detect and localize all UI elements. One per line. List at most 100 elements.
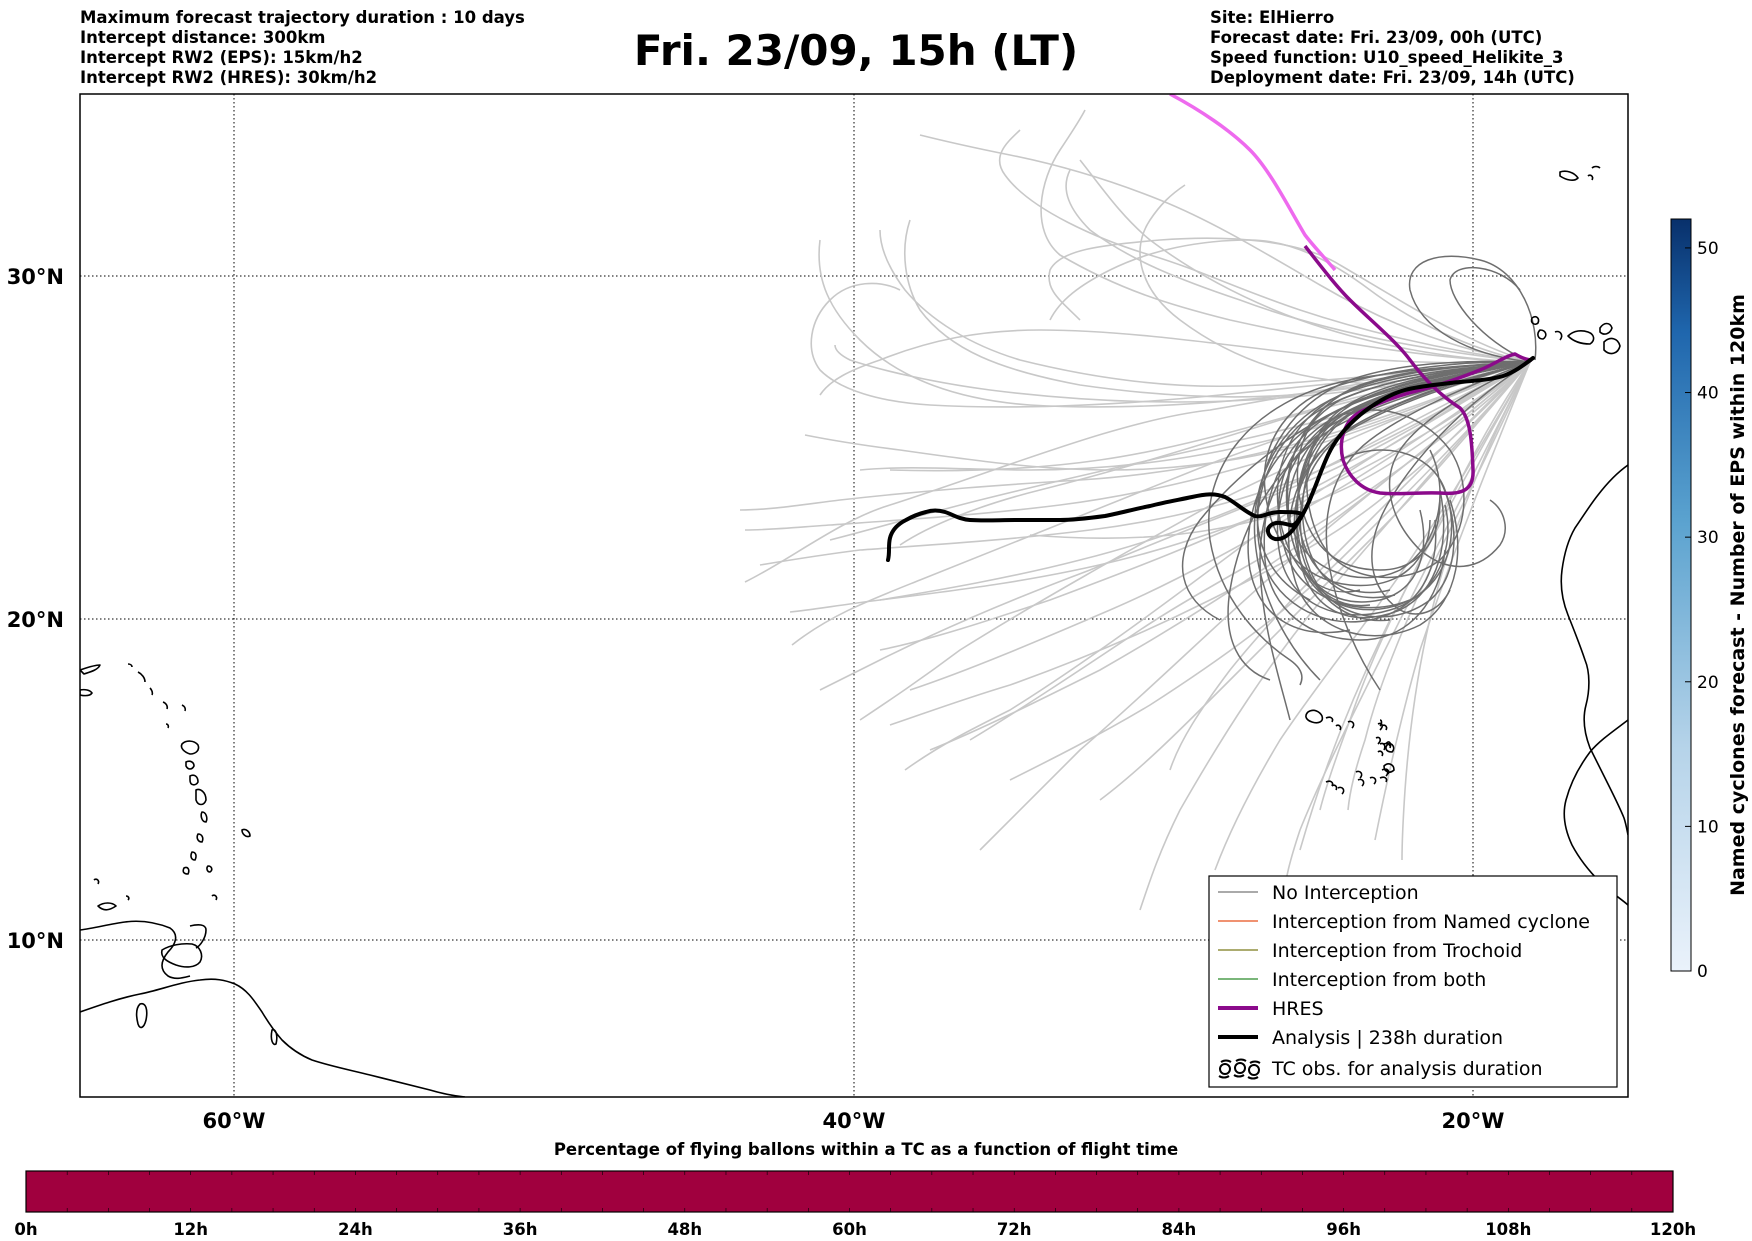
eps-track [1263,361,1531,587]
island-coast [190,851,197,861]
canary-island-coast [1554,330,1563,341]
canary-island-coast [1530,316,1540,325]
cape-verde-coast [1379,742,1386,751]
eps-track [1374,361,1531,841]
header-right-line: Forecast date: Fri. 23/09, 00h (UTC) [1210,28,1543,47]
legend-box [1208,875,1618,1088]
cape-verde-coast [1385,741,1392,749]
hres-trajectory [1303,244,1533,496]
header-right-line: Site: ElHierro [1210,8,1335,27]
cape-verde-coast [1357,778,1365,787]
canary-island-coast [1567,330,1595,345]
eps-track [1048,237,1531,363]
eps-track [789,361,1531,613]
eps-track [1256,361,1531,623]
gulf-paria-coast [189,924,207,949]
colorbar-bottom-tick-label: 72h [997,1220,1032,1239]
legend-entry: Analysis | 238h duration [1218,1027,1503,1049]
island-coast [181,704,187,712]
header-left-line: Intercept RW2 (EPS): 15km/h2 [80,48,363,67]
legend-entry: HRES [1218,998,1324,1020]
coastlines [80,165,1628,1097]
island-coast [195,788,207,806]
legend-label: Interception from Named cyclone [1272,911,1590,933]
colorbar-bottom-tick-label: 24h [338,1220,373,1239]
eps-track [1388,361,1531,568]
island-coast [189,774,199,786]
island-coast [149,687,154,696]
colorbar-bottom: Percentage of flying ballons within a TC… [14,1140,1696,1239]
lat-label-20n: 20°N [7,608,64,632]
trinidad-coast [160,942,203,968]
island-coast [200,811,208,823]
cape-verde-coast [1377,750,1384,757]
cape-verde-coast [1355,770,1363,779]
colorbar-right-label: Named cyclones forecast - Number of EPS … [1727,294,1749,896]
colorbar-bottom-tick-label: 0h [14,1220,37,1239]
eps-track [1296,361,1531,594]
colorbar-bottom-tick-label: 36h [503,1220,538,1239]
canary-island-coast [1599,322,1613,335]
island-coast [162,701,169,710]
island-coast [182,866,190,875]
cape-verde-coast [1375,736,1381,745]
colorbar-bottom-tick-label: 120h [1650,1220,1696,1239]
eps-track [859,361,1531,721]
legend-label: Interception from both [1272,969,1486,991]
island-coast [241,828,251,838]
eps-trajectories-dark [1181,255,1537,721]
map-title: Fri. 23/09, 15h (LT) [633,26,1079,75]
island-coast [196,833,204,843]
header-left-info: Maximum forecast trajectory duration : 1… [80,8,525,88]
lon-label-20w: 20°W [1442,1109,1505,1133]
eps-track [1299,361,1531,618]
cape-verde-coast [1325,716,1334,723]
eps-track [1306,361,1531,579]
tc-symbol-icon [1218,1058,1261,1080]
lat-label-10n: 10°N [7,929,64,953]
eps-track [1139,361,1531,911]
legend-entry: Interception from Named cyclone [1218,911,1590,933]
cape-verde-coast [1381,768,1389,777]
eps-track [1029,361,1531,540]
cape-verde-coast [1379,719,1383,727]
south-america-coast [80,978,466,1097]
lon-label-40w: 40°W [823,1109,886,1133]
eps-track [759,361,1531,566]
eps-track [1449,266,1531,363]
legend-entry: Interception from Trochoid [1218,940,1522,962]
legend-label: No Interception [1272,882,1419,904]
canary-island-coast [1537,329,1547,340]
eps-track [1079,159,1531,363]
cape-verde-coast [1381,724,1388,731]
legend-entry: TC obs. for analysis duration [1218,1058,1543,1080]
colorbar-bottom-tick-label: 96h [1326,1220,1361,1239]
header-right-line: Speed function: U10_speed_Helikite_3 [1210,48,1564,67]
eps-track [1065,169,1531,363]
header-right-info: Site: ElHierro Forecast date: Fri. 23/09… [1210,8,1575,88]
header-left-line: Intercept RW2 (HRES): 30km/h2 [80,68,378,87]
eps-track [919,134,1531,363]
island-coast [125,895,130,901]
venezuela-coast [80,920,191,980]
eps-track [1325,361,1531,691]
analysis-trajectory [886,356,1535,562]
eps-track [1049,239,1531,363]
colorbar-right-tick-label: 10 [1697,817,1719,837]
lat-label-30n: 30°N [7,265,64,289]
colorbar-bottom-tick-label: 84h [1162,1220,1197,1239]
cape-verde-coast [1305,709,1324,724]
eps-track [969,361,1531,741]
island-coast [211,894,218,901]
eps-track [810,282,1531,408]
island-coast [165,723,170,729]
colorbar-bottom-bar [25,1170,1674,1213]
cape-verde-coast [1347,720,1355,729]
eps-track [1227,361,1531,681]
colorbar-bottom-tick-label: 48h [667,1220,702,1239]
colorbar-right-tick-label: 50 [1697,239,1719,259]
colorbar-right-tick-label: 0 [1697,962,1708,982]
eps-track [1347,361,1531,811]
madeira-coast [1559,170,1579,181]
cape-verde-coast [1379,776,1388,783]
